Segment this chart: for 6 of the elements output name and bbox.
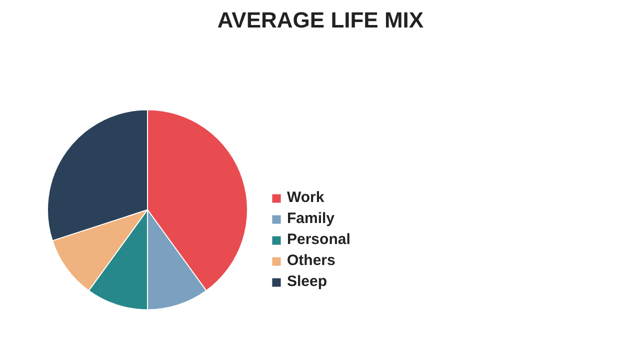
chart-title: AVERAGE LIFE MIX [217,8,424,32]
legend-label: Personal [287,231,350,248]
legend-label: Sleep [287,273,328,290]
legend-label: Work [287,189,324,206]
legend-label: Others [287,252,336,269]
legend-label: Family [287,210,335,227]
